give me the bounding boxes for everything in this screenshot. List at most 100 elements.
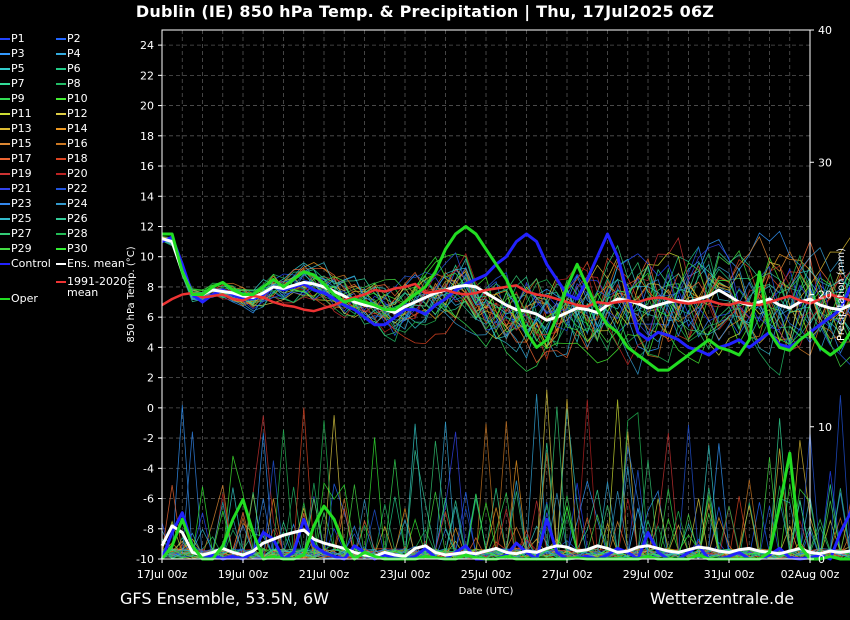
- legend-label: P2: [67, 32, 81, 45]
- legend-item: P23: [0, 198, 32, 210]
- y-tick-label: 18: [140, 130, 154, 143]
- legend-swatch: [56, 263, 66, 265]
- legend-swatch: [0, 143, 10, 145]
- highlighted-series: [160, 225, 850, 561]
- series-1991-2020-mean-temp-line: [161, 282, 850, 313]
- legend-item: P3: [0, 48, 25, 60]
- legend-label: P24: [67, 197, 88, 210]
- legend-label: P20: [67, 167, 88, 180]
- legend-label: P25: [11, 212, 32, 225]
- ensemble-member-temp-line: [161, 239, 850, 348]
- legend-item: P24: [56, 198, 88, 210]
- y-tick-label: 20: [140, 100, 154, 113]
- y-tick-label: 12: [140, 220, 154, 233]
- legend-item: P15: [0, 138, 32, 150]
- y-tick-label: -10: [136, 553, 154, 566]
- x-tick-label: 29Jul 00z: [623, 568, 674, 581]
- legend-item: P4: [56, 48, 81, 60]
- legend-swatch: [0, 128, 10, 130]
- legend-item: P21: [0, 183, 32, 195]
- legend-swatch: [0, 218, 10, 220]
- legend-label: P7: [11, 77, 25, 90]
- legend-item: P28: [56, 228, 88, 240]
- ensemble-member-temp-line: [161, 240, 850, 355]
- legend-label: P28: [67, 227, 88, 240]
- series-ens-mean-precip-line: [160, 524, 850, 558]
- legend-item: P14: [56, 123, 88, 135]
- legend-item: Control: [0, 258, 51, 270]
- ensemble-member-precip-line: [161, 415, 850, 560]
- legend-item: P8: [56, 78, 81, 90]
- y-axis-label: 850 hPa Temp. (°C): [126, 246, 137, 342]
- legend-item: P26: [56, 213, 88, 225]
- legend-swatch: [0, 113, 10, 115]
- legend-swatch: [0, 158, 10, 160]
- legend-swatch: [0, 248, 10, 250]
- y-tick-label: 4: [147, 341, 154, 354]
- legend-label: P16: [67, 137, 88, 150]
- ensemble-member-temp-line: [161, 238, 850, 363]
- series-control-precip-line: [160, 509, 850, 561]
- legend-swatch: [56, 128, 66, 130]
- legend-label: 1991-2020 mean: [67, 275, 127, 299]
- legend-label: P15: [11, 137, 32, 150]
- y2-axis-label: Precipitation (mm): [836, 248, 847, 341]
- legend-swatch: [56, 158, 66, 160]
- ensemble-member-temp-line: [161, 238, 850, 345]
- legend-swatch: [56, 68, 66, 70]
- legend-label: P18: [67, 152, 88, 165]
- legend-item: P18: [56, 153, 88, 165]
- legend-swatch: [56, 218, 66, 220]
- legend-item: Oper: [0, 293, 38, 305]
- legend-label: P23: [11, 197, 32, 210]
- y2-tick-label: 0: [818, 553, 825, 566]
- legend-swatch: [0, 263, 10, 265]
- legend-label: P30: [67, 242, 88, 255]
- legend-item: P5: [0, 63, 25, 75]
- legend-item: P12: [56, 108, 88, 120]
- y-tick-label: 10: [140, 251, 154, 264]
- y-tick-label: -8: [143, 523, 154, 536]
- legend-label: Ens. mean: [67, 257, 125, 270]
- ensemble-member-temp-line: [161, 239, 850, 336]
- y-tick-label: 22: [140, 69, 154, 82]
- legend-label: P3: [11, 47, 25, 60]
- legend-item: P1: [0, 33, 25, 45]
- y-tick-label: -6: [143, 493, 154, 506]
- legend-label: P22: [67, 182, 88, 195]
- site-watermark: Wetterzentrale.de: [650, 589, 795, 608]
- legend-swatch: [56, 53, 66, 55]
- legend-swatch: [56, 143, 66, 145]
- legend-label: P4: [67, 47, 81, 60]
- legend-swatch: [56, 173, 66, 175]
- legend-item: P27: [0, 228, 32, 240]
- legend-label: P9: [11, 92, 25, 105]
- y2-tick-label: 30: [818, 156, 832, 169]
- legend-swatch: [0, 98, 10, 100]
- model-location-caption: GFS Ensemble, 53.5N, 6W: [120, 589, 329, 608]
- x-tick-label: 21Jul 00z: [299, 568, 350, 581]
- legend-swatch: [56, 38, 66, 40]
- y2-tick-label: 20: [818, 289, 832, 302]
- x-tick-label: 25Jul 00z: [461, 568, 512, 581]
- legend-label: P8: [67, 77, 81, 90]
- legend-item: P16: [56, 138, 88, 150]
- y2-tick-label: 10: [818, 421, 832, 434]
- legend-item: P11: [0, 108, 32, 120]
- series-control-temp-line: [161, 232, 850, 357]
- y-tick-label: 24: [140, 39, 154, 52]
- x-axis-label: Date (UTC): [459, 586, 514, 597]
- ensemble-member-temp-line: [161, 236, 850, 342]
- legend-label: P6: [67, 62, 81, 75]
- series-ens-mean-temp-line: [161, 237, 850, 322]
- legend-label: Control: [11, 257, 51, 270]
- legend-swatch: [56, 248, 66, 250]
- legend-item: P17: [0, 153, 32, 165]
- y-tick-label: 0: [147, 402, 154, 415]
- y-tick-label: 2: [147, 372, 154, 385]
- legend-swatch: [56, 188, 66, 190]
- legend-swatch: [0, 83, 10, 85]
- legend-label: P11: [11, 107, 32, 120]
- legend-swatch: [0, 53, 10, 55]
- legend-swatch: [56, 83, 66, 85]
